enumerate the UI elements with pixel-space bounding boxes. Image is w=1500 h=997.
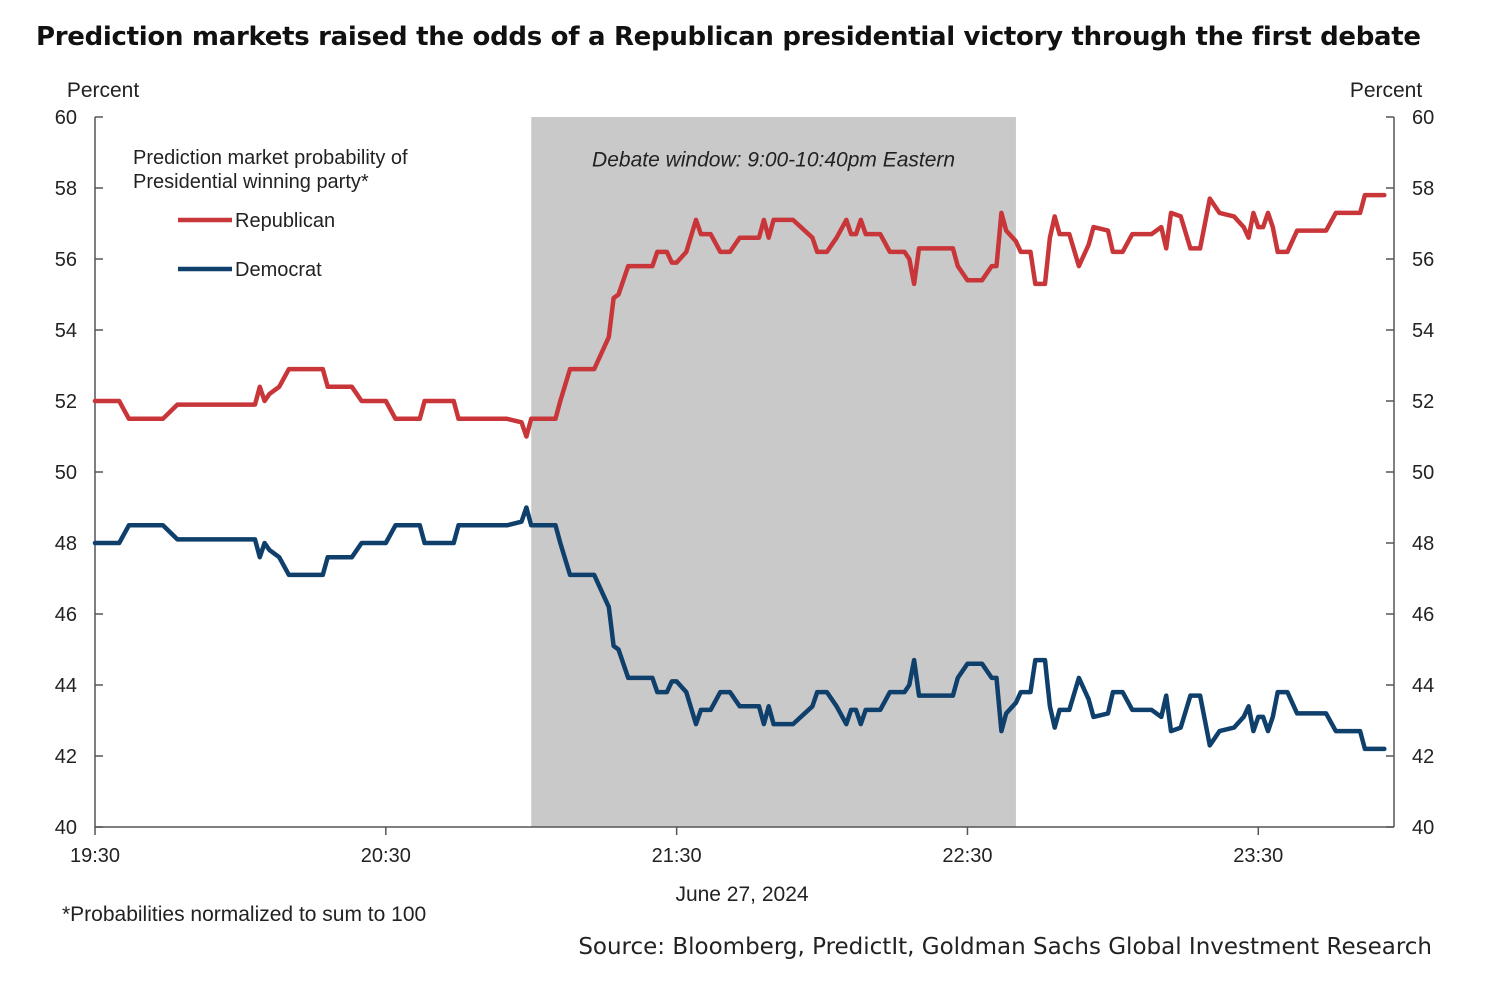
- y-tick-label-right: 42: [1412, 746, 1434, 768]
- y-tick-label-right: 58: [1412, 178, 1434, 200]
- legend-label-democrat: Democrat: [235, 259, 322, 281]
- debate-window-label: Debate window: 9:00-10:40pm Eastern: [592, 149, 955, 172]
- source-note: Source: Bloomberg, PredictIt, Goldman Sa…: [578, 934, 1432, 960]
- y-tick-label-left: 52: [55, 391, 77, 413]
- x-tick-label: 23:30: [1233, 845, 1283, 867]
- series-line-democrat: [92, 505, 1387, 752]
- legend: Prediction market probability of Preside…: [133, 147, 413, 281]
- left-axis-label: Percent: [67, 79, 140, 102]
- y-tick-label-left: 58: [55, 178, 77, 200]
- right-axis-label: Percent: [1350, 79, 1423, 102]
- x-tick-label: 21:30: [652, 845, 702, 867]
- y-tick-label-left: 60: [55, 107, 77, 129]
- y-tick-label-right: 44: [1412, 675, 1434, 697]
- y-tick-label-left: 54: [55, 320, 77, 342]
- y-tick-label-right: 48: [1412, 533, 1434, 555]
- y-tick-label-left: 40: [55, 817, 77, 839]
- y-tick-label-left: 56: [55, 249, 77, 271]
- series-line-republican: [92, 192, 1387, 439]
- legend-label-republican: Republican: [235, 210, 335, 232]
- y-tick-label-left: 44: [55, 675, 77, 697]
- y-tick-label-right: 46: [1412, 604, 1434, 626]
- legend-title: Prediction market probability of Preside…: [133, 147, 413, 193]
- series-lines: [92, 192, 1387, 752]
- x-axis-label: June 27, 2024: [675, 883, 808, 906]
- y-tick-label-right: 50: [1412, 462, 1434, 484]
- x-tick-label: 22:30: [942, 845, 992, 867]
- y-tick-label-left: 48: [55, 533, 77, 555]
- chart-title: Prediction markets raised the odds of a …: [36, 22, 1421, 52]
- y-tick-label-right: 40: [1412, 817, 1434, 839]
- y-tick-label-left: 46: [55, 604, 77, 626]
- y-tick-label-left: 50: [55, 462, 77, 484]
- y-tick-label-right: 52: [1412, 391, 1434, 413]
- y-tick-label-right: 56: [1412, 249, 1434, 271]
- y-tick-label-right: 60: [1412, 107, 1434, 129]
- y-tick-label-right: 54: [1412, 320, 1434, 342]
- tick-labels: 40 40 42 42 44 44 46 46 48 48 50 50 52 52 54 54 56 56 58 58…: [55, 107, 1435, 867]
- footnote: *Probabilities normalized to sum to 100: [62, 903, 427, 926]
- debate-window-shade: [531, 117, 1016, 827]
- x-tick-label: 19:30: [70, 845, 120, 867]
- y-tick-label-left: 42: [55, 746, 77, 768]
- x-tick-label: 20:30: [361, 845, 411, 867]
